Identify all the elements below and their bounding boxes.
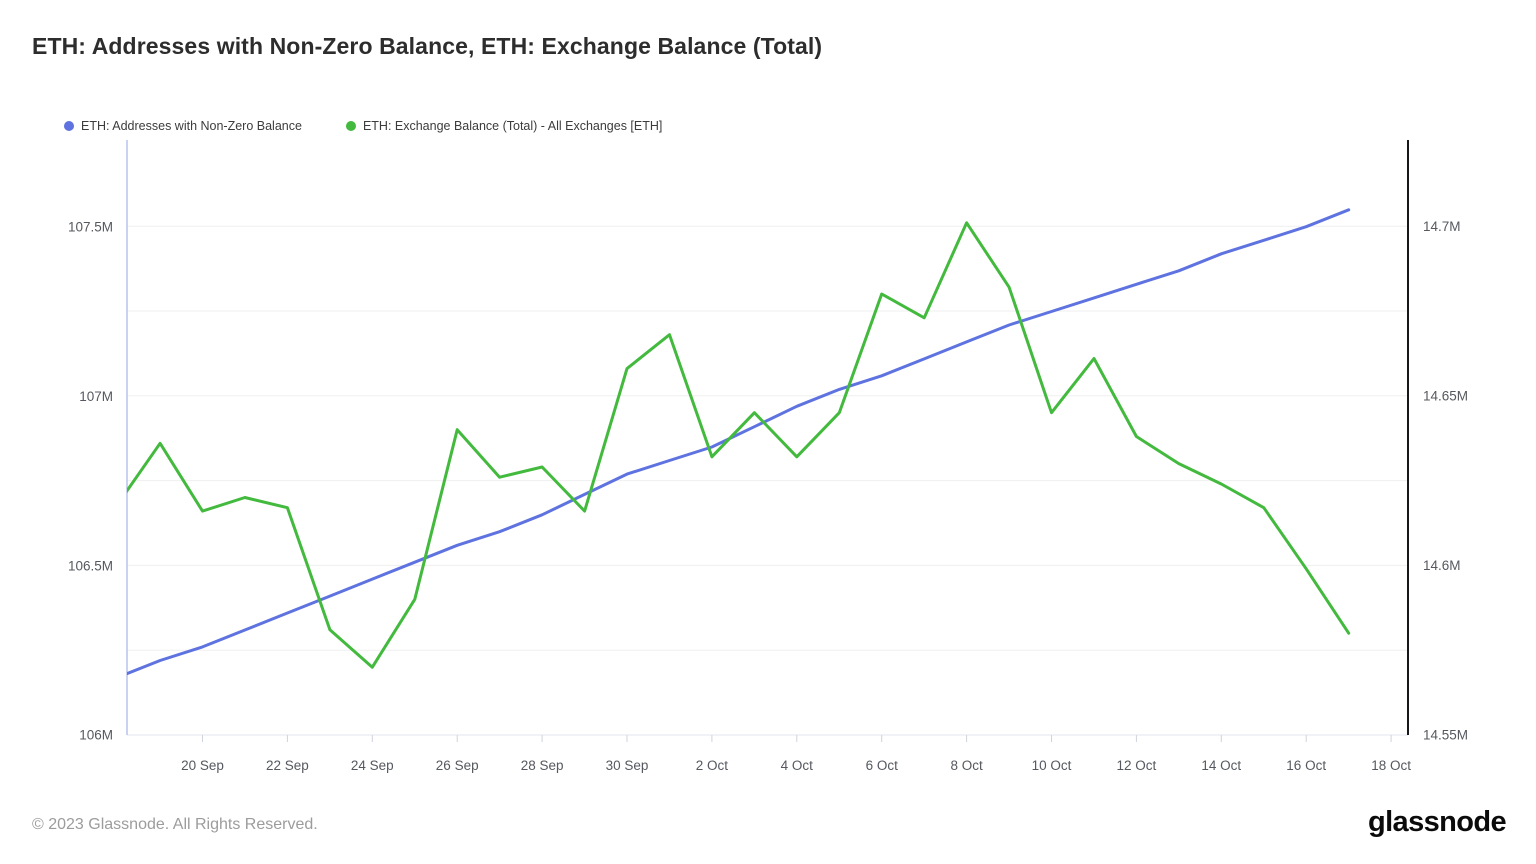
legend-item-exchange-balance[interactable]: ETH: Exchange Balance (Total) - All Exch… bbox=[345, 119, 663, 133]
x-axis-tick-label: 24 Sep bbox=[351, 758, 394, 773]
x-axis-tick-label: 28 Sep bbox=[521, 758, 564, 773]
right-axis-tick-label: 14.6M bbox=[1423, 558, 1461, 573]
addresses-series-line bbox=[127, 208, 1351, 676]
legend-item-addresses[interactable]: ETH: Addresses with Non-Zero Balance bbox=[64, 119, 302, 133]
exchange-balance-series-dot-icon bbox=[345, 121, 356, 131]
legend-item-label: ETH: Exchange Balance (Total) - All Exch… bbox=[362, 119, 663, 133]
x-axis-tick-label: 22 Sep bbox=[266, 758, 309, 773]
x-axis-tick-label: 18 Oct bbox=[1371, 758, 1411, 773]
exchange-balance-series-line bbox=[127, 221, 1351, 669]
x-axis-tick-label: 8 Oct bbox=[950, 758, 983, 773]
right-axis-tick-label: 14.7M bbox=[1423, 219, 1461, 234]
x-axis-tick-label: 20 Sep bbox=[181, 758, 224, 773]
x-axis-tick-label: 6 Oct bbox=[866, 758, 899, 773]
x-axis-tick-label: 12 Oct bbox=[1117, 758, 1157, 773]
left-axis-tick-label: 106M bbox=[79, 728, 113, 743]
gridlines bbox=[127, 225, 1408, 736]
copyright-text: © 2023 Glassnode. All Rights Reserved. bbox=[32, 816, 318, 833]
glassnode-logo: glassnode bbox=[1367, 806, 1507, 838]
right-axis-tick-label: 14.55M bbox=[1423, 728, 1468, 743]
x-axis-tick-label: 26 Sep bbox=[436, 758, 479, 773]
x-axis-tick-label: 16 Oct bbox=[1286, 758, 1326, 773]
right-axis-tick-label: 14.65M bbox=[1423, 389, 1468, 404]
x-axis-tick-label: 30 Sep bbox=[606, 758, 649, 773]
chart-legend: ETH: Addresses with Non-Zero Balance ETH… bbox=[64, 119, 662, 133]
left-axis-tick-label: 107.5M bbox=[68, 219, 113, 234]
addresses-series-dot-icon bbox=[64, 121, 74, 131]
x-axis-tick-label: 2 Oct bbox=[696, 758, 729, 773]
left-axis-tick-label: 107M bbox=[79, 389, 113, 404]
page-title: ETH: Addresses with Non-Zero Balance, ET… bbox=[32, 33, 823, 59]
x-axis-tick-label: 14 Oct bbox=[1201, 758, 1241, 773]
x-axis-tick-label: 10 Oct bbox=[1032, 758, 1072, 773]
legend-item-label: ETH: Addresses with Non-Zero Balance bbox=[81, 119, 302, 133]
left-axis-tick-label: 106.5M bbox=[68, 558, 113, 573]
x-axis-tick-label: 4 Oct bbox=[781, 758, 814, 773]
